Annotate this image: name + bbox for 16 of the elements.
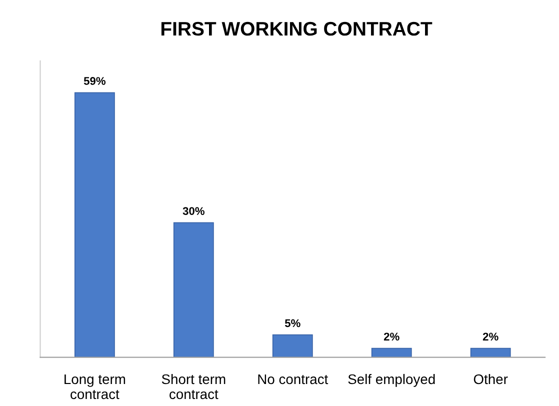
data-label: 2% bbox=[482, 332, 498, 341]
bar bbox=[74, 92, 115, 358]
chart-title: FIRST WORKING CONTRACT bbox=[161, 22, 432, 36]
x-tick-label: Self employed bbox=[348, 374, 435, 387]
bar bbox=[173, 222, 214, 358]
x-tick-label: Other bbox=[474, 374, 508, 384]
data-label: 2% bbox=[384, 332, 400, 341]
data-label: 5% bbox=[284, 319, 300, 328]
data-label: 59% bbox=[84, 77, 106, 85]
data-label: 30% bbox=[182, 207, 204, 215]
x-tick-label: Long term contract bbox=[64, 374, 126, 400]
bar bbox=[272, 334, 313, 358]
x-tick-label: No contract bbox=[258, 374, 328, 384]
bar bbox=[470, 348, 511, 358]
x-tick-label: Short term contract bbox=[162, 374, 226, 400]
bar bbox=[371, 348, 412, 358]
